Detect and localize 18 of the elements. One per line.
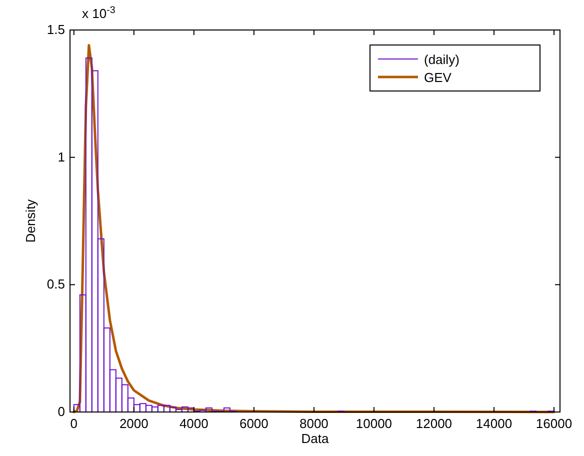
y-tick-label: 1.5 (46, 22, 65, 37)
y-tick-label: 0.5 (46, 276, 65, 292)
legend-label: (daily) (424, 52, 460, 67)
legend-label: GEV (424, 70, 452, 85)
text: x 10$^{-3}$ (82, 4, 116, 21)
y-tick-label: 1 (58, 149, 65, 164)
x-tick-label: 10000 (356, 416, 392, 431)
x-tick-label: 8000 (299, 416, 328, 431)
x-tick-label: 0 (70, 416, 78, 431)
x-tick-label: 14000 (476, 416, 512, 431)
x-tick-label: 6000 (239, 416, 268, 431)
y-tick-label: 0 (58, 404, 65, 419)
x-tick-label: 16000 (536, 416, 572, 431)
y-axis-title: Density (23, 198, 38, 243)
x-tick-label: 2000 (119, 416, 148, 431)
x-axis-title: Data (301, 431, 330, 446)
x-tick-label: 4000 (179, 416, 208, 431)
x-tick-label: 12000 (416, 416, 452, 431)
